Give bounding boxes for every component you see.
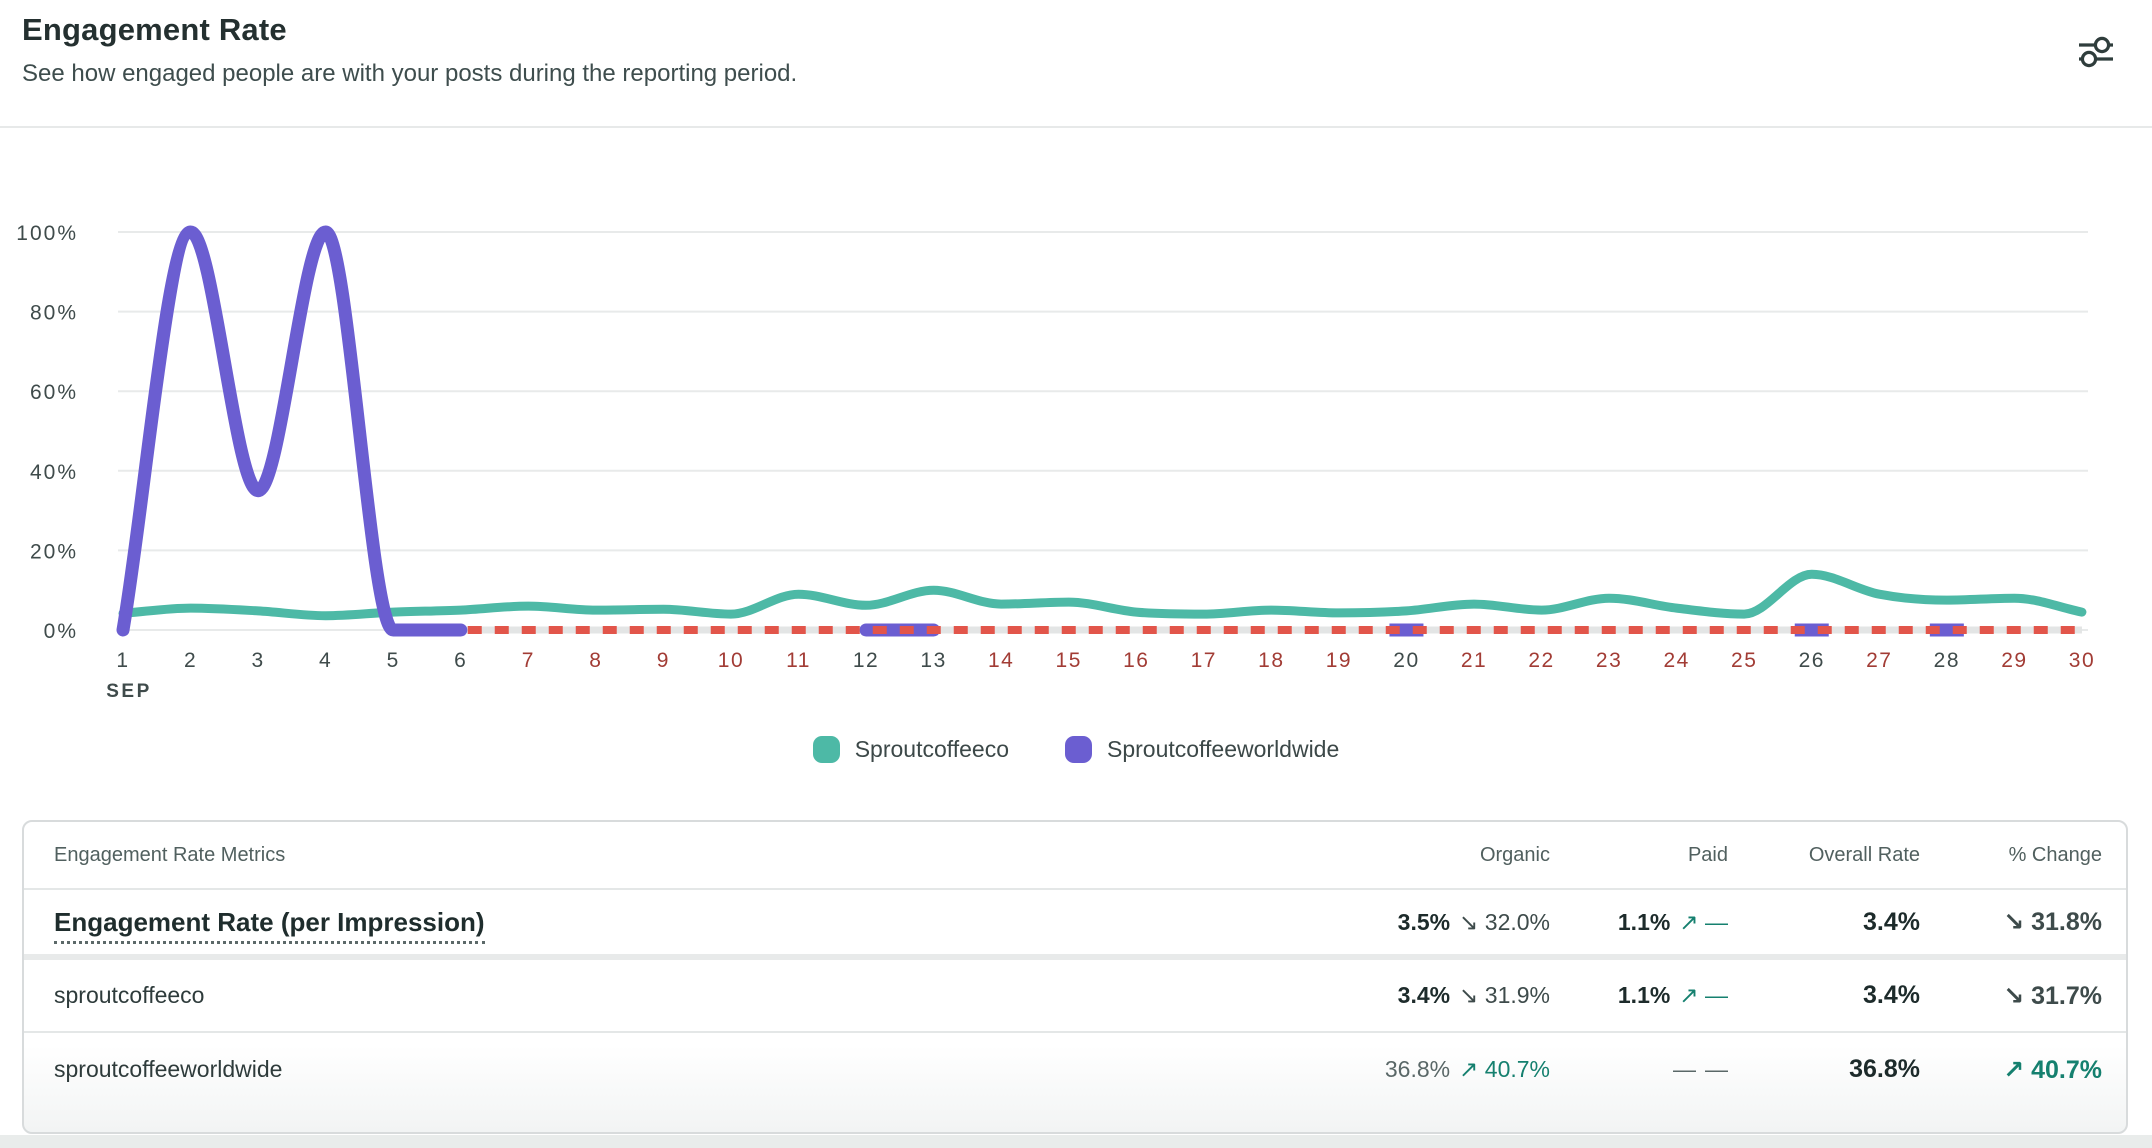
organic-cell: 3.5% ↘ 32.0% bbox=[1360, 909, 1550, 936]
organic-value: 3.4% bbox=[1397, 982, 1451, 1008]
table-header-row: Engagement Rate Metrics Organic Paid Ove… bbox=[24, 822, 2126, 888]
x-axis-label: 16 bbox=[1123, 649, 1149, 672]
x-axis-label: 10 bbox=[718, 649, 744, 672]
paid-value: 1.1% bbox=[1617, 982, 1671, 1008]
x-axis-label: 12 bbox=[853, 649, 879, 672]
table-row: Engagement Rate (per Impression) 3.5% ↘ 3… bbox=[24, 890, 2126, 954]
x-axis-label: 17 bbox=[1191, 649, 1217, 672]
y-axis-label: 80% bbox=[30, 302, 78, 325]
paid-cell: 1.1% ↗ — bbox=[1550, 982, 1728, 1009]
table-section-divider bbox=[24, 954, 2126, 960]
metric-name-sproutcoffeeworldwide: sproutcoffeeworldwide bbox=[54, 1056, 283, 1082]
paid-cell: 1.1% ↗ — bbox=[1550, 909, 1728, 936]
y-axis-label: 0% bbox=[44, 620, 78, 643]
paid-value: 1.1% bbox=[1617, 908, 1671, 935]
engagement-rate-chart: 0% 20% 40% 60% 80% 100% 1 2 3 4 5 6 7 8 9 10 11 12 13 14 15 1… bbox=[0, 170, 2152, 730]
x-axis-label: 3 bbox=[252, 649, 265, 672]
pct-change-value: ↘ 31.7% bbox=[2003, 981, 2102, 1010]
x-axis-label: 14 bbox=[988, 649, 1014, 672]
pct-change-value: ↗ 40.7% bbox=[2003, 1055, 2102, 1084]
table-header-pct-change: % Change bbox=[2008, 843, 2102, 866]
x-axis-label: 29 bbox=[2001, 649, 2027, 672]
x-axis-month-label: SEP bbox=[106, 681, 152, 702]
chart-canvas: 0%20%40%60%80%100%1 2 3 4 5 6 7 8 9 10 11 12 13 14 15 1… bbox=[16, 222, 2095, 702]
table-divider bbox=[24, 1031, 2126, 1033]
metrics-table-card: Engagement Rate Metrics Organic Paid Ove… bbox=[22, 820, 2128, 1134]
table-row: sproutcoffeeco 3.4% ↘ 31.9% 1.1% ↗ — 3.4% … bbox=[24, 960, 2126, 1031]
x-axis-label: 21 bbox=[1461, 649, 1487, 672]
chart-settings-button[interactable] bbox=[2070, 26, 2122, 78]
table-divider bbox=[24, 888, 2126, 890]
x-axis-label: 7 bbox=[522, 649, 535, 672]
y-axis-label: 100% bbox=[16, 222, 78, 245]
x-axis-label: 4 bbox=[319, 649, 332, 672]
organic-cell: 3.4% ↘ 31.9% bbox=[1360, 982, 1550, 1009]
x-axis-label: 30 bbox=[2069, 649, 2095, 672]
organic-value: 36.8% bbox=[1384, 1056, 1451, 1082]
paid-cell: — — bbox=[1550, 1056, 1728, 1083]
organic-change: ↘ 32.0% bbox=[1459, 908, 1550, 935]
table-header-metrics: Engagement Rate Metrics bbox=[54, 843, 286, 866]
paid-value: — bbox=[1673, 1056, 1696, 1082]
y-axis-label: 40% bbox=[30, 461, 78, 484]
metric-name-sproutcoffeeco: sproutcoffeeco bbox=[54, 982, 205, 1008]
x-axis-label: 6 bbox=[454, 649, 467, 672]
paid-change: — bbox=[1705, 1056, 1728, 1082]
legend-item-sproutcoffeeco[interactable]: Sproutcoffeeco bbox=[812, 736, 1009, 763]
x-axis-label: 2 bbox=[184, 649, 197, 672]
paid-change: ↗ — bbox=[1679, 908, 1728, 935]
x-axis-label: 18 bbox=[1258, 649, 1284, 672]
widget-header: Engagement Rate See how engaged people a… bbox=[22, 12, 797, 88]
chart-legend: Sproutcoffeeco Sproutcoffeeworldwide bbox=[0, 736, 2152, 763]
paid-change: ↗ — bbox=[1679, 982, 1728, 1008]
overall-rate-value: 3.4% bbox=[1863, 907, 1920, 936]
page-background-strip bbox=[0, 1135, 2152, 1148]
table-header-overall-rate: Overall Rate bbox=[1808, 843, 1920, 866]
metric-name-engagement-rate-per-impression[interactable]: Engagement Rate (per Impression) bbox=[54, 906, 485, 944]
organic-cell: 36.8% ↗ 40.7% bbox=[1360, 1056, 1550, 1083]
legend-swatch-purple bbox=[1065, 736, 1092, 763]
legend-label: Sproutcoffeeco bbox=[854, 736, 1009, 762]
legend-label: Sproutcoffeeworldwide bbox=[1107, 736, 1340, 762]
x-axis-label: 5 bbox=[387, 649, 400, 672]
overall-rate-value: 36.8% bbox=[1849, 1055, 1920, 1083]
x-axis-label: 25 bbox=[1731, 649, 1757, 672]
x-axis-label: 13 bbox=[920, 649, 946, 672]
x-axis-label: 11 bbox=[786, 649, 811, 672]
x-axis-label: 27 bbox=[1866, 649, 1892, 672]
x-axis-label: 19 bbox=[1326, 649, 1352, 672]
header-divider bbox=[0, 126, 2152, 128]
page-title: Engagement Rate bbox=[22, 12, 287, 47]
x-axis-label: 20 bbox=[1393, 649, 1419, 672]
x-axis-label: 1 bbox=[116, 649, 129, 672]
y-axis-label: 60% bbox=[30, 381, 78, 404]
x-axis-label: 9 bbox=[657, 649, 670, 672]
pct-change-value: ↘ 31.8% bbox=[2003, 908, 2102, 936]
x-axis-label: 15 bbox=[1056, 649, 1082, 672]
series-line-sproutcoffeeco bbox=[118, 569, 2087, 621]
x-axis-label: 26 bbox=[1799, 649, 1825, 672]
organic-change: ↗ 40.7% bbox=[1459, 1056, 1550, 1082]
x-axis-label: 23 bbox=[1596, 649, 1622, 672]
page-subtitle: See how engaged people are with your pos… bbox=[22, 60, 798, 87]
table-header-organic: Organic bbox=[1479, 843, 1550, 866]
x-axis-label: 8 bbox=[589, 649, 602, 672]
organic-change: ↘ 31.9% bbox=[1459, 982, 1550, 1008]
table-row: sproutcoffeeworldwide 36.8% ↗ 40.7% — — 36… bbox=[24, 1033, 2126, 1106]
y-axis-label: 20% bbox=[30, 540, 78, 563]
legend-swatch-teal bbox=[812, 736, 840, 763]
organic-value: 3.5% bbox=[1397, 908, 1451, 935]
overall-rate-value: 3.4% bbox=[1863, 981, 1920, 1009]
x-axis-label: 22 bbox=[1528, 649, 1554, 672]
table-header-paid: Paid bbox=[1687, 843, 1728, 866]
x-axis-label: 24 bbox=[1663, 649, 1689, 672]
legend-item-sproutcoffeeworldwide[interactable]: Sproutcoffeeworldwide bbox=[1065, 736, 1339, 763]
series-line-sproutcoffeeworldwide bbox=[116, 225, 468, 637]
filter-sliders-icon bbox=[2072, 36, 2120, 76]
x-axis-label: 28 bbox=[1934, 649, 1960, 672]
